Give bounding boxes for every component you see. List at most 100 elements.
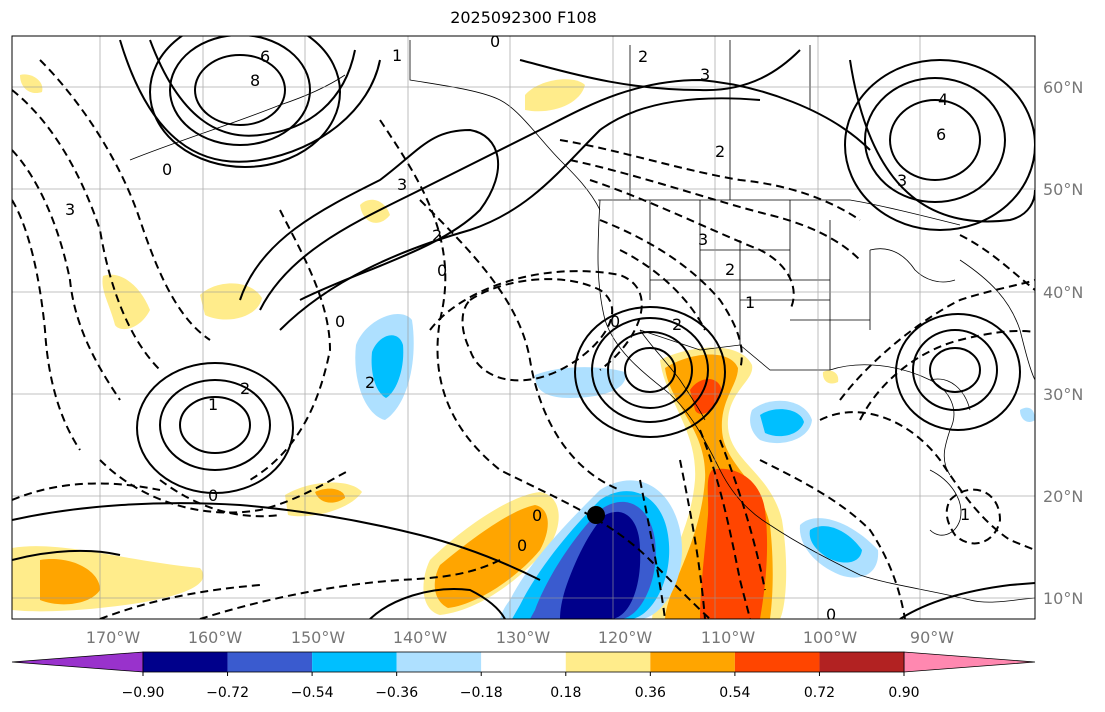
- colorbar-tick-label: 0.72: [804, 685, 835, 701]
- lat-label: 50°N: [1043, 180, 1083, 199]
- contour-label: 3: [700, 65, 710, 84]
- lon-label: 120°W: [598, 628, 653, 647]
- lat-label: 40°N: [1043, 283, 1083, 302]
- colorbar-tick-label: −0.72: [206, 685, 249, 701]
- shade-navy: [560, 511, 641, 619]
- contour-label: 0: [532, 506, 542, 525]
- contour-label: 3: [397, 175, 407, 194]
- gulf-coast: [829, 364, 955, 476]
- colorbar-extend-low: [11, 651, 144, 673]
- map-title: 2025092300 F108: [450, 8, 597, 27]
- lat-label: 20°N: [1043, 487, 1083, 506]
- shading-layer: [12, 74, 1035, 619]
- contour-label: 1: [392, 46, 402, 65]
- shade-blue: [371, 335, 404, 398]
- contour-label: 0: [490, 32, 500, 51]
- colorbar-border: [142, 651, 905, 673]
- contour-label: 0: [162, 160, 172, 179]
- contour-label: 2: [365, 373, 375, 392]
- contour-label: 0: [826, 605, 836, 624]
- lat-label: 10°N: [1043, 589, 1083, 608]
- shade-lightblue: [535, 367, 626, 398]
- contour-label: 4: [938, 90, 948, 109]
- contour-label: 2: [672, 315, 682, 334]
- map-border: [11, 35, 1036, 620]
- contour-label: 3: [698, 230, 708, 249]
- shade-lightblue: [1020, 407, 1035, 422]
- baja-peninsula: [639, 329, 706, 421]
- canada-lines: [629, 40, 811, 200]
- colorbar-tick-label: −0.18: [460, 685, 503, 701]
- colorbar-tick-label: −0.90: [122, 685, 165, 701]
- latitude-labels: 60°N 50°N 40°N 30°N 20°N 10°N: [1043, 78, 1083, 608]
- lon-label: 140°W: [393, 628, 448, 647]
- dashed-contours: [12, 59, 1035, 619]
- shade-orange: [434, 505, 548, 608]
- contour-label: 2: [432, 226, 442, 245]
- shade-yellow: [200, 283, 262, 320]
- us-canada-border: [598, 199, 961, 226]
- colorbar-segment: [396, 652, 482, 672]
- shade-yellow: [822, 370, 839, 384]
- contour-label: 2: [240, 379, 250, 398]
- aleutians: [129, 74, 346, 161]
- contour-label: 0: [610, 312, 620, 331]
- mexico-coast: [769, 524, 971, 601]
- colorbar-segment: [734, 652, 820, 672]
- contour-labels: 6 8 3 0 2 4 6 3 2 1 0 0 2 2 3 0 1 3 0 2 …: [65, 32, 970, 624]
- contour-label: 0: [437, 261, 447, 280]
- lat-label: 30°N: [1043, 385, 1083, 404]
- lon-label: 170°W: [86, 628, 141, 647]
- state-lines: [649, 200, 871, 370]
- contour-label: 2: [638, 47, 648, 66]
- colorbar-segment: [650, 652, 735, 672]
- colorbar-segment: [312, 652, 397, 672]
- contour-label: 8: [250, 71, 260, 90]
- lon-label: 160°W: [188, 628, 243, 647]
- colorbar-extend-high: [903, 651, 1036, 673]
- colorbar-segment: [227, 652, 313, 672]
- contour-label: 1: [208, 395, 218, 414]
- lon-label: 90°W: [910, 628, 954, 647]
- colorbar-segment: [819, 652, 904, 672]
- contour-label: 0: [208, 486, 218, 505]
- contour-label: 1: [960, 505, 970, 524]
- coastline-layer: [129, 40, 1035, 603]
- storm-position-dot: [587, 506, 605, 524]
- colorbar-tick-label: 0.36: [635, 685, 666, 701]
- contour-label: 0: [335, 312, 345, 331]
- contour-label: 1: [745, 293, 755, 312]
- central-america: [969, 597, 1035, 603]
- lat-label: 60°N: [1043, 78, 1083, 97]
- contour-label: 3: [897, 171, 907, 190]
- florida: [929, 378, 971, 411]
- contour-label: 2: [725, 260, 735, 279]
- colorbar-tick-label: 0.18: [550, 685, 581, 701]
- graticule: [12, 36, 1035, 619]
- colorbar-tick-label: 0.54: [719, 685, 750, 701]
- colorbar-tick-label: 0.90: [888, 685, 919, 701]
- lon-label: 110°W: [701, 628, 756, 647]
- contour-label: 3: [65, 200, 75, 219]
- colorbar-segment: [143, 652, 228, 672]
- contour-label: 2: [715, 142, 725, 161]
- colorbar-tick-label: −0.36: [375, 685, 418, 701]
- shade-blue: [809, 526, 862, 563]
- colorbar-segment: [481, 652, 566, 672]
- lon-label: 100°W: [803, 628, 858, 647]
- east-coast: [959, 259, 1035, 381]
- great-lakes: [869, 248, 956, 283]
- shade-yellow: [20, 74, 43, 94]
- shade-blue: [760, 409, 804, 437]
- colorbar-segment: [565, 652, 651, 672]
- longitude-labels: 170°W 160°W 150°W 140°W 130°W 120°W 110°…: [86, 628, 954, 647]
- lon-label: 130°W: [496, 628, 551, 647]
- colorbar: −0.90 −0.72 −0.54 −0.36 −0.18 0.18 0.36 0.54 0.7…: [11, 651, 1036, 701]
- contour-label: 0: [517, 536, 527, 555]
- lon-label: 150°W: [291, 628, 346, 647]
- solid-contours: [12, 36, 1035, 619]
- contour-label: 6: [936, 125, 946, 144]
- colorbar-tick-label: −0.54: [291, 685, 334, 701]
- shade-orange: [40, 559, 100, 605]
- alaska-coast: [409, 40, 601, 211]
